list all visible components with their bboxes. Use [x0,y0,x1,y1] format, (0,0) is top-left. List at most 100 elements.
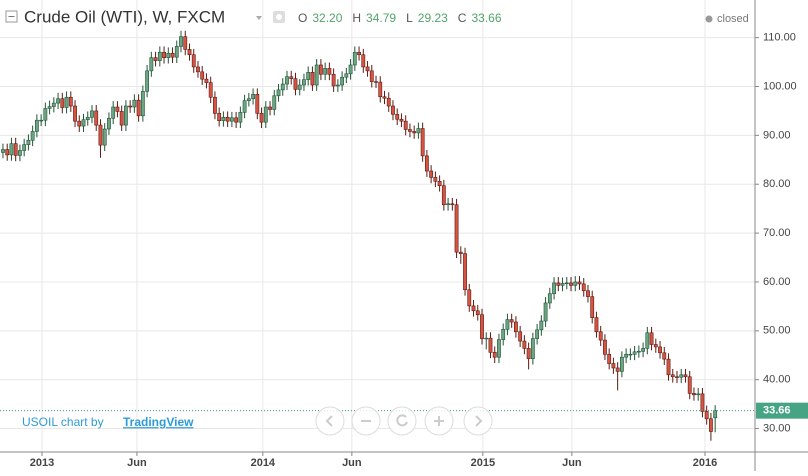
candle-body [361,54,366,68]
candle-body [352,51,357,66]
y-tick-label: 70.00 [763,227,791,239]
candle-body [157,51,162,61]
candle-body [441,185,446,206]
candle-body [18,150,22,156]
candle-body [64,96,69,108]
candle-body [416,128,421,134]
grid [0,0,755,452]
x-tick-label: Jun [562,457,582,469]
candle-body [501,329,506,340]
candle-body [547,293,552,304]
x-tick-label: 2015 [471,457,495,469]
x-tick-label: 2013 [30,457,54,469]
candle-body [1,149,5,153]
x-tick-label: Jun [342,457,362,469]
candle-body [60,98,65,108]
candle-body [268,106,272,110]
watermark-link[interactable]: TradingView [123,415,194,429]
candle-body [611,363,616,369]
candle-body [132,99,137,108]
candle-body [357,51,361,56]
y-tick-label: 90.00 [763,129,791,141]
candles [0,30,755,441]
nav-right[interactable] [463,406,493,436]
candle-body [429,170,434,178]
candle-body [590,296,595,318]
candle-body [251,94,255,100]
candle-body [102,128,107,146]
candle-body [653,344,658,348]
candle-body [68,96,73,107]
candle-body [259,113,264,123]
legend-label: H [352,11,361,25]
candle-body [692,393,696,396]
candle-body [297,84,302,90]
candle-body [327,68,332,75]
candle-body [30,131,35,141]
candle-body [696,393,701,396]
dropdown-icon[interactable] [256,16,262,20]
candle-body [85,116,90,121]
candle-body [179,36,183,47]
candle-body [285,76,289,85]
candle-body [395,114,400,120]
candle-body [22,144,27,151]
candle-body [624,353,629,358]
candle-body [564,282,569,285]
candle-body [412,131,417,134]
candle-body [191,54,196,68]
candle-body [433,177,438,182]
candle-body [319,64,323,75]
x-tick-label: 2016 [693,457,717,469]
glyph-left [325,415,333,427]
x-tick-label: Jun [127,457,147,469]
candle-body [700,393,705,412]
axes: 30.00 40.00 50.00 60.00 70.00 80.00 90.00 100.0… [30,32,808,469]
candle-body [683,374,688,378]
legend-value: 33.66 [471,11,501,25]
watermark-text: USOIL chart by [22,415,104,429]
candle-body [331,73,336,87]
candle-body [128,105,133,108]
candle-body [51,102,56,107]
ohlc-legend: O 32.20 H 34.79 L 29.23 C 33.66 [298,11,502,25]
candle-body [458,251,463,254]
candle-body [263,106,268,123]
candle-body [187,49,192,56]
candle-body [149,57,154,72]
candle-body [124,105,128,126]
candle-body [369,70,374,82]
candle-body [573,281,578,286]
candle-body [636,351,641,353]
candle-body [586,290,590,297]
candle-body [140,91,145,117]
candle-body [119,111,124,126]
nav-left[interactable] [315,406,345,436]
candle-body [615,367,620,372]
candle-body [217,113,222,121]
candle-body [280,83,285,91]
candle-body [293,78,298,90]
reset[interactable] [387,406,417,436]
candle-body [77,120,82,127]
candle-body [454,204,459,253]
candle-body [162,51,166,58]
candle-body [374,81,378,83]
candle-body [276,89,281,97]
candle-body [666,358,671,376]
candle-body [255,94,260,114]
candle-body [645,332,650,349]
chart-title: Crude Oil (WTI), W, FXCM [24,7,225,26]
candle-body [382,96,387,99]
candle-body [340,76,345,86]
legend-label: C [458,11,467,25]
candle-body [518,331,523,342]
candle-body [234,117,239,123]
candle-body [488,337,493,353]
candle-body [704,411,709,420]
y-tick-label: 50.00 [763,325,791,337]
candle-body [437,180,442,186]
candle-body [196,66,200,73]
candle-body [649,332,654,345]
